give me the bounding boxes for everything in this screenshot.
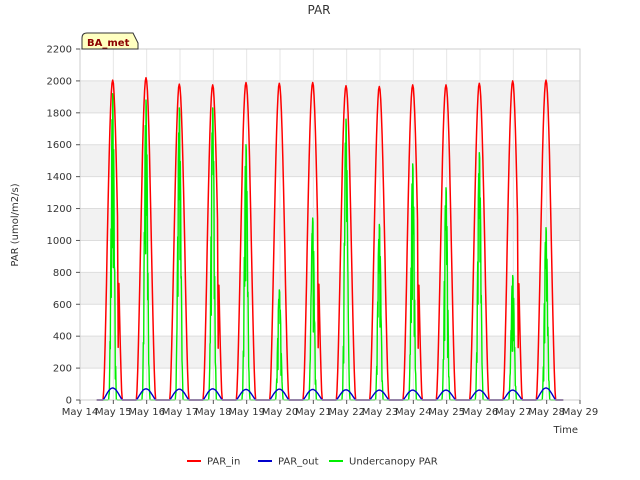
x-tick-label: May 17 xyxy=(162,407,199,418)
x-tick-label: May 23 xyxy=(362,407,399,418)
plot-band xyxy=(80,272,580,305)
x-tick-label: May 27 xyxy=(495,407,532,418)
plot-band xyxy=(80,336,580,369)
legend-label: PAR_out xyxy=(278,457,319,468)
x-tick-label: May 26 xyxy=(462,407,499,418)
y-axis-title: PAR (umol/m2/s) xyxy=(10,183,21,266)
plot-band xyxy=(80,80,580,113)
y-tick-label: 800 xyxy=(53,268,72,279)
y-tick-label: 0 xyxy=(66,396,72,407)
x-tick-label: May 19 xyxy=(228,407,265,418)
site-badge: BA_met xyxy=(81,32,139,50)
legend: PAR_in PAR_out Undercanopy PAR xyxy=(187,457,438,468)
legend-label: PAR_in xyxy=(207,457,240,468)
x-tick-label: May 29 xyxy=(562,407,599,418)
x-tick-label: May 25 xyxy=(428,407,465,418)
x-tick-label: May 21 xyxy=(295,407,332,418)
y-tick-label: 1800 xyxy=(47,108,72,119)
y-tick-label: 1000 xyxy=(47,236,72,247)
site-badge-shape xyxy=(81,32,139,50)
y-tick-label: 400 xyxy=(53,332,72,343)
plot-band xyxy=(80,208,580,241)
y-axis: 0 200 400 600 800 1000 1200 1400 1600 1800 2000 220… xyxy=(47,45,80,407)
y-tick-label: 1400 xyxy=(47,172,72,183)
x-tick-label: May 15 xyxy=(95,407,132,418)
x-tick-label: May 22 xyxy=(328,407,365,418)
x-tick-label: May 14 xyxy=(62,407,99,418)
y-tick-label: 1200 xyxy=(47,204,72,215)
y-tick-label: 1600 xyxy=(47,140,72,151)
site-badge-label: BA_met xyxy=(87,38,130,49)
plot-background xyxy=(80,80,580,369)
plot-band xyxy=(80,144,580,177)
y-tick-label: 2200 xyxy=(47,45,72,56)
x-axis-title: Time xyxy=(553,425,578,436)
x-tick-label: May 18 xyxy=(195,407,232,418)
y-tick-label: 600 xyxy=(53,300,72,311)
series-line-par-out xyxy=(96,387,564,401)
legend-label: Undercanopy PAR xyxy=(349,457,438,468)
plot-frame xyxy=(79,48,581,401)
x-tick-label: May 24 xyxy=(395,407,432,418)
x-tick-label: May 20 xyxy=(262,407,299,418)
chart-title: PAR xyxy=(307,3,330,17)
x-tick-label: May 16 xyxy=(128,407,165,418)
y-tick-label: 200 xyxy=(53,364,72,375)
y-tick-label: 2000 xyxy=(47,76,72,87)
x-tick-label: May 28 xyxy=(528,407,565,418)
